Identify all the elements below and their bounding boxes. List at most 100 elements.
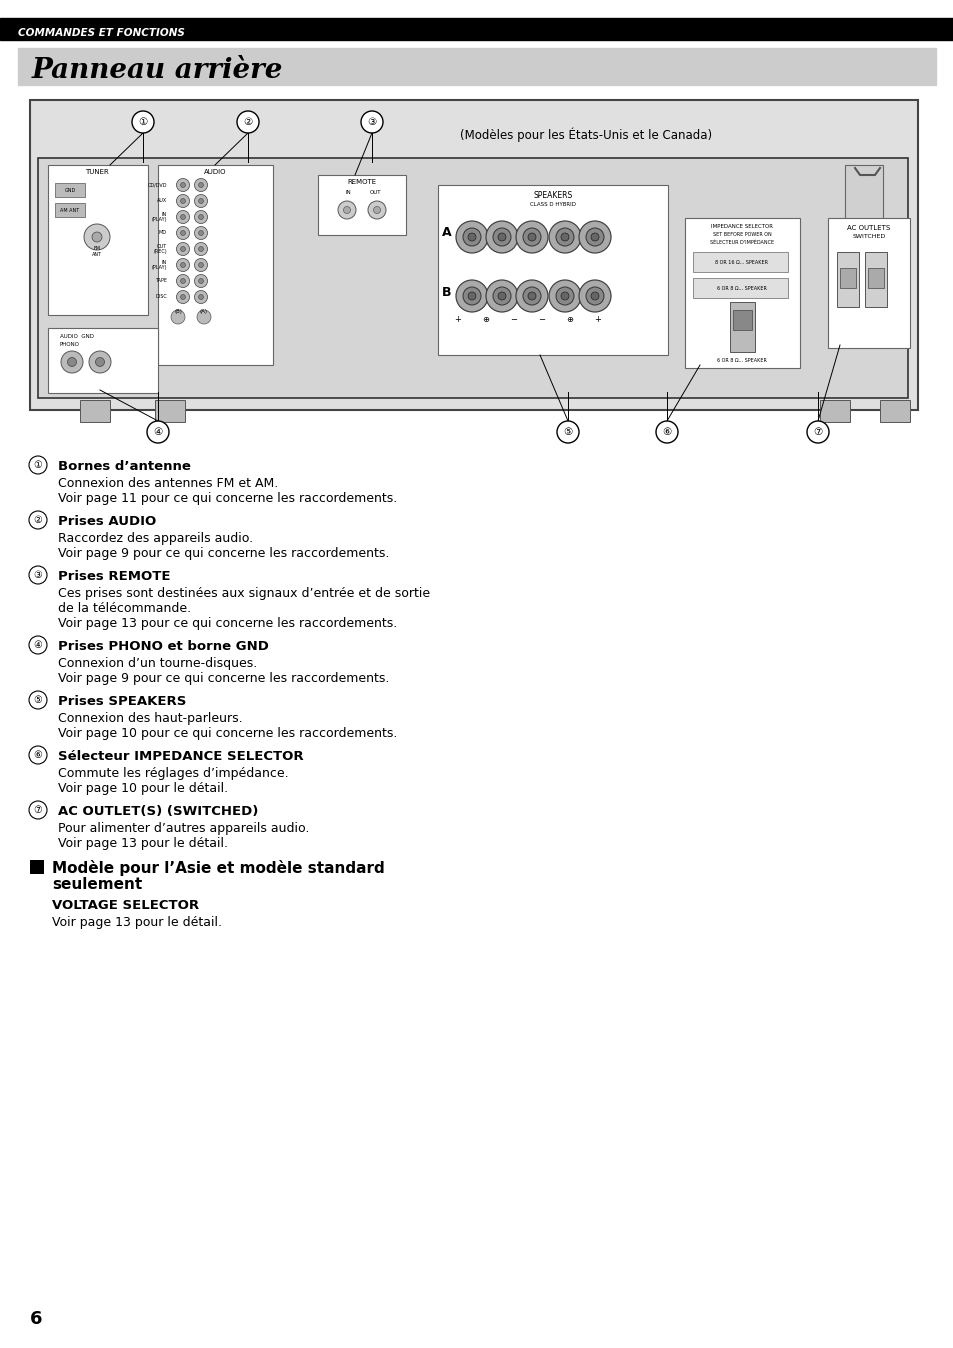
Bar [864, 252, 886, 307]
Text: ①: ① [138, 117, 148, 127]
Text: CD/DVD: CD/DVD [148, 182, 167, 187]
Circle shape [176, 178, 190, 191]
Bar [820, 400, 849, 422]
Bar [30, 860, 44, 874]
Text: −: − [537, 315, 545, 325]
Circle shape [194, 259, 208, 271]
Bar [732, 310, 751, 330]
Circle shape [560, 233, 568, 241]
Bar [867, 268, 883, 288]
Circle shape [548, 221, 580, 253]
Text: SET BEFORE POWER ON: SET BEFORE POWER ON [712, 232, 771, 236]
Circle shape [176, 194, 190, 208]
Circle shape [147, 421, 169, 443]
Text: SPEAKERS: SPEAKERS [533, 190, 572, 200]
Text: 6 OR 8 Ω... SPEAKER: 6 OR 8 Ω... SPEAKER [717, 286, 766, 291]
Circle shape [806, 421, 828, 443]
Circle shape [194, 210, 208, 224]
Text: Panneau arrière: Panneau arrière [32, 57, 283, 84]
Circle shape [180, 263, 185, 267]
Text: AUX: AUX [156, 198, 167, 204]
Circle shape [198, 263, 203, 267]
Text: OUT
(REC): OUT (REC) [153, 244, 167, 255]
Text: 6 OR 8 Ω... SPEAKER: 6 OR 8 Ω... SPEAKER [717, 357, 766, 363]
Bar [684, 218, 800, 368]
Text: (A): (A) [200, 309, 208, 314]
Circle shape [485, 221, 517, 253]
Text: PHONO: PHONO [60, 342, 80, 348]
Text: seulement: seulement [52, 878, 142, 892]
Text: Bornes d’antenne: Bornes d’antenne [58, 460, 191, 473]
Circle shape [194, 291, 208, 303]
Circle shape [194, 194, 208, 208]
Circle shape [590, 233, 598, 241]
Text: Ces prises sont destinées aux signaux d’entrée et de sortie: Ces prises sont destinées aux signaux d’… [58, 586, 430, 600]
Circle shape [176, 226, 190, 240]
Text: 8 OR 16 Ω... SPEAKER: 8 OR 16 Ω... SPEAKER [715, 260, 768, 264]
Text: ①: ① [33, 460, 42, 470]
Text: IMPEDANCE SELECTOR: IMPEDANCE SELECTOR [710, 224, 772, 229]
Text: IN
(PLAY): IN (PLAY) [152, 260, 167, 271]
Bar [317, 175, 406, 235]
Circle shape [516, 221, 547, 253]
Circle shape [198, 294, 203, 299]
Text: OUT: OUT [370, 190, 381, 195]
Text: ③: ③ [367, 117, 376, 127]
Circle shape [95, 357, 105, 367]
Text: SÉLECTEUR D'IMPÉDANCE: SÉLECTEUR D'IMPÉDANCE [709, 240, 773, 244]
Circle shape [360, 111, 382, 133]
Bar [437, 185, 667, 355]
Circle shape [29, 801, 47, 820]
Circle shape [556, 287, 574, 305]
Circle shape [557, 421, 578, 443]
Text: GND: GND [64, 187, 75, 193]
Circle shape [548, 280, 580, 311]
Circle shape [29, 511, 47, 528]
Text: Voir page 10 pour le détail.: Voir page 10 pour le détail. [58, 782, 228, 795]
Circle shape [180, 294, 185, 299]
Circle shape [198, 182, 203, 187]
Text: COMMANDES ET FONCTIONS: COMMANDES ET FONCTIONS [18, 28, 185, 38]
Circle shape [198, 214, 203, 220]
Bar [18, 49, 935, 85]
Text: SWITCHED: SWITCHED [851, 235, 884, 240]
Circle shape [176, 275, 190, 287]
Text: CLASS D HYBRID: CLASS D HYBRID [530, 201, 576, 206]
Text: Connexion des haut-parleurs.: Connexion des haut-parleurs. [58, 712, 242, 725]
Circle shape [29, 566, 47, 584]
Circle shape [180, 231, 185, 236]
Circle shape [656, 421, 678, 443]
Bar [836, 252, 858, 307]
Circle shape [180, 198, 185, 204]
Circle shape [89, 350, 111, 373]
Text: ⑦: ⑦ [813, 427, 821, 437]
Circle shape [493, 228, 511, 245]
Text: ⑦: ⑦ [33, 805, 42, 816]
Circle shape [180, 214, 185, 220]
Circle shape [194, 275, 208, 287]
Bar [38, 158, 907, 398]
Circle shape [485, 280, 517, 311]
Text: Connexion des antennes FM et AM.: Connexion des antennes FM et AM. [58, 477, 278, 491]
Text: Connexion d’un tourne-disques.: Connexion d’un tourne-disques. [58, 656, 257, 670]
Circle shape [84, 224, 110, 249]
Circle shape [91, 232, 102, 243]
Circle shape [585, 228, 603, 245]
Circle shape [61, 350, 83, 373]
Circle shape [462, 287, 480, 305]
Circle shape [527, 233, 536, 241]
Circle shape [29, 456, 47, 474]
Text: Voir page 10 pour ce qui concerne les raccordements.: Voir page 10 pour ce qui concerne les ra… [58, 727, 397, 740]
Bar [840, 268, 855, 288]
Circle shape [343, 206, 350, 213]
Text: AM ANT: AM ANT [60, 208, 79, 213]
Text: TAPE: TAPE [154, 279, 167, 283]
Circle shape [585, 287, 603, 305]
Text: Prises AUDIO: Prises AUDIO [58, 515, 156, 528]
Circle shape [180, 182, 185, 187]
Text: Prises REMOTE: Prises REMOTE [58, 570, 171, 582]
Bar [692, 252, 787, 272]
Circle shape [456, 221, 488, 253]
Text: (Modèles pour les États-Unis et le Canada): (Modèles pour les États-Unis et le Canad… [459, 128, 711, 143]
Circle shape [68, 357, 76, 367]
